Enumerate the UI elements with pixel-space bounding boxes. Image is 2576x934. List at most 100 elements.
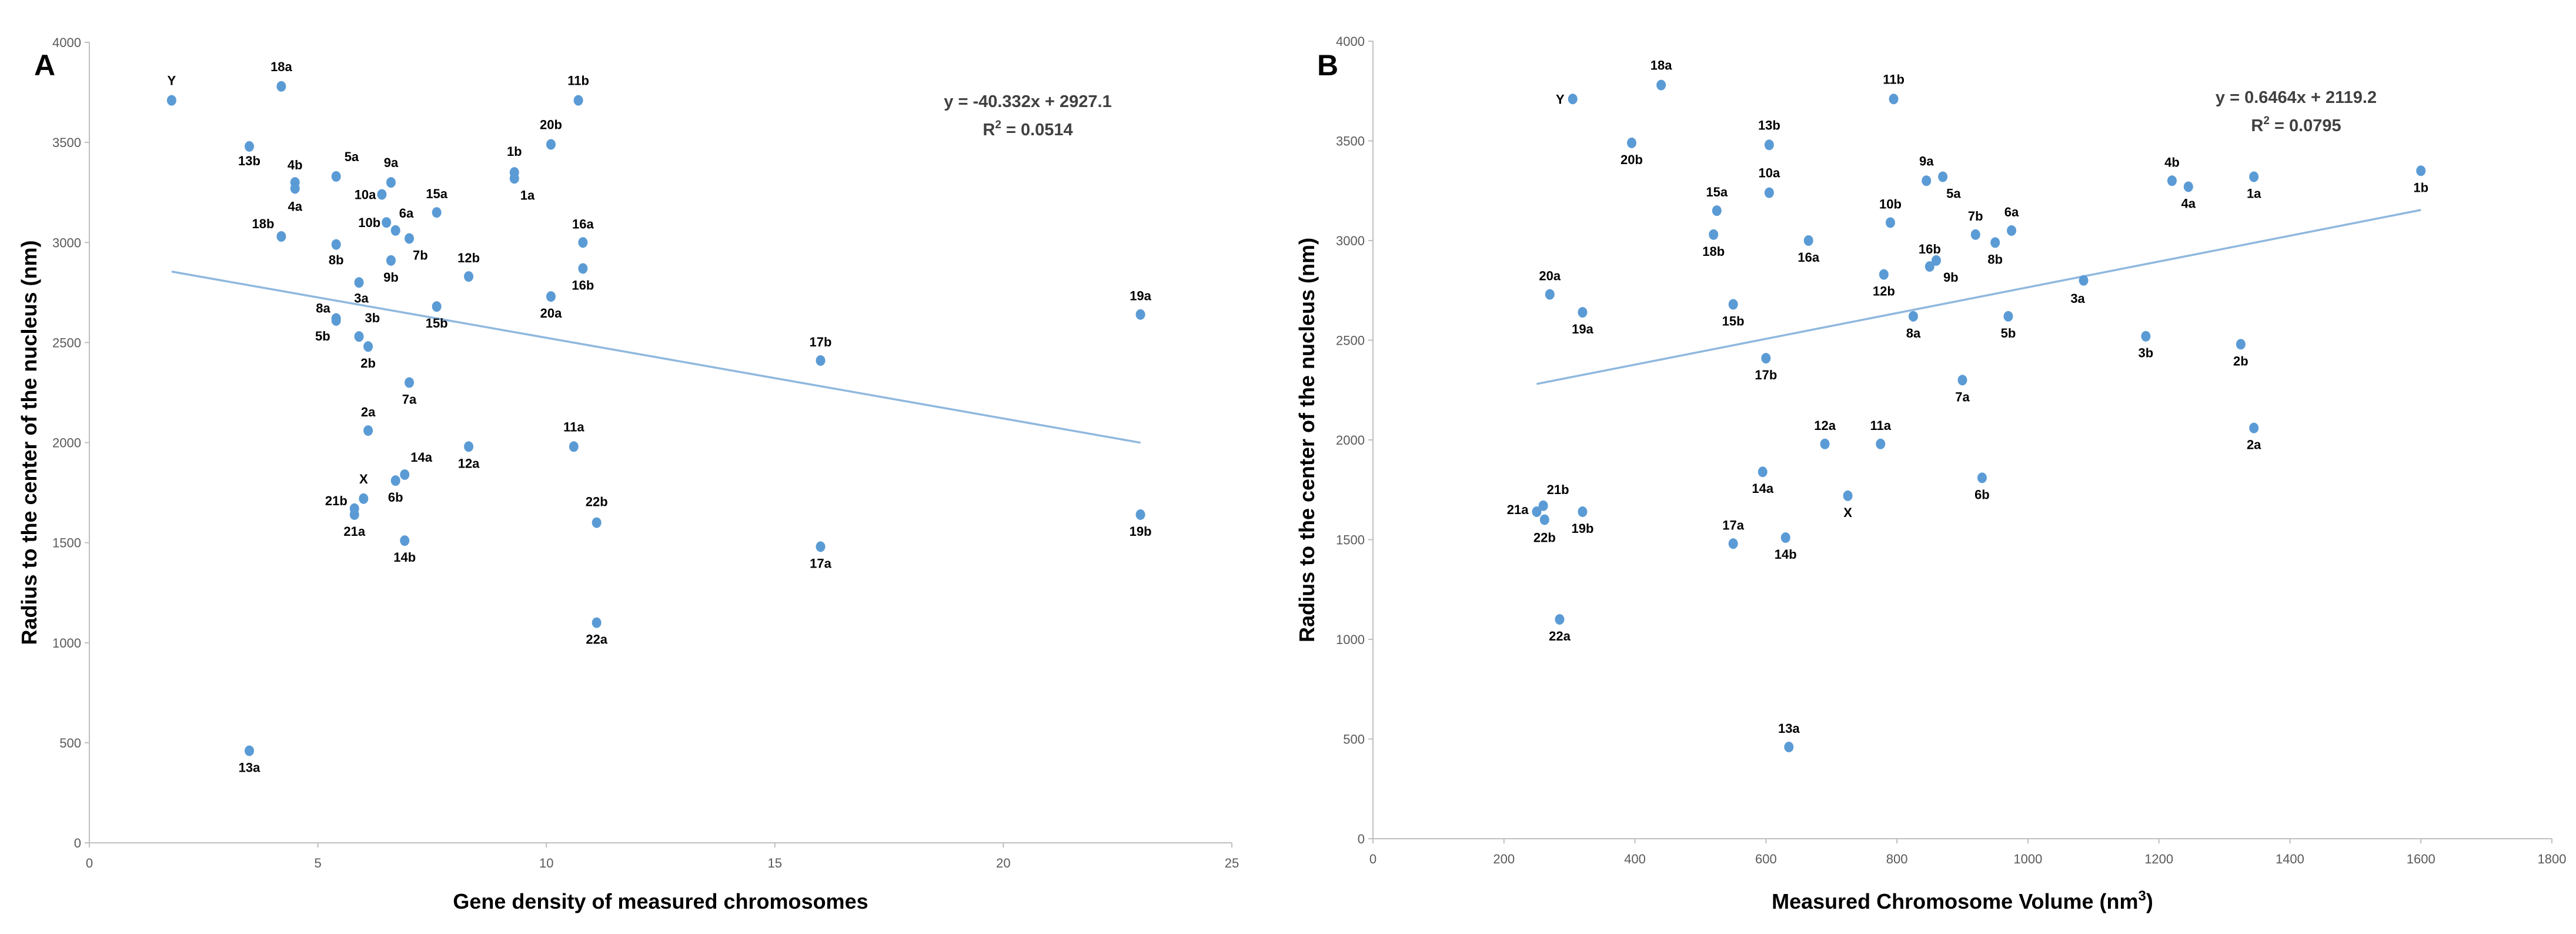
- data-point-9b: [386, 255, 396, 266]
- data-label-20a: 20a: [1539, 269, 1561, 283]
- data-label-22a: 22a: [586, 632, 607, 647]
- data-label-21a: 21a: [343, 524, 365, 539]
- data-label-17a: 17a: [1722, 518, 1744, 532]
- data-point-Y: [1568, 94, 1578, 105]
- data-point-8b: [331, 239, 341, 250]
- y-tick-label: 2000: [52, 436, 81, 451]
- data-point-15a: [432, 207, 442, 218]
- x-tick-label: 25: [1225, 856, 1239, 870]
- data-point-14a: [400, 469, 410, 480]
- data-point-12b: [464, 271, 474, 282]
- data-point-4a: [290, 183, 300, 194]
- data-label-14b: 14b: [393, 550, 416, 565]
- data-label-3b: 3b: [365, 311, 380, 325]
- data-label-10b: 10b: [1879, 196, 1902, 211]
- trendline: [171, 271, 1141, 444]
- data-point-10a: [377, 189, 387, 200]
- data-label-6a: 6a: [2004, 205, 2019, 219]
- x-tick-label: 1200: [2144, 852, 2173, 866]
- data-label-19b: 19b: [1130, 524, 1152, 539]
- data-label-1a: 1a: [2247, 186, 2261, 201]
- data-point-17a: [1728, 538, 1738, 549]
- x-tick-label: 20: [996, 856, 1010, 870]
- data-point-7b: [1970, 229, 1980, 240]
- data-label-12b: 12b: [457, 251, 480, 265]
- data-label-5a: 5a: [1946, 186, 1961, 201]
- data-label-15a: 15a: [1706, 185, 1728, 199]
- data-label-15b: 15b: [1722, 313, 1745, 328]
- trendline-equation: y = 0.6464x + 2119.2: [2216, 88, 2377, 107]
- data-point-4a: [2183, 181, 2193, 192]
- data-label-20a: 20a: [540, 306, 562, 321]
- data-point-15b: [432, 301, 442, 312]
- x-tick-label: 1000: [2013, 852, 2042, 866]
- data-label-13b: 13b: [238, 154, 260, 168]
- data-point-14b: [1780, 532, 1790, 543]
- data-label-6b: 6b: [1974, 487, 1990, 502]
- data-label-2b: 2b: [2233, 353, 2248, 368]
- data-label-7a: 7a: [402, 392, 417, 406]
- y-axis-title: Radius to the center of the nucleus (nm): [1295, 238, 1319, 642]
- data-point-20a: [546, 291, 556, 302]
- data-point-13a: [245, 745, 255, 756]
- y-tick-label: 3500: [1336, 134, 1365, 149]
- data-label-18b: 18b: [252, 216, 275, 231]
- data-point-21a: [1532, 506, 1542, 518]
- y-tick-label: 2500: [1336, 333, 1365, 348]
- data-label-Y: Y: [168, 74, 176, 88]
- data-point-21a: [349, 509, 359, 520]
- data-point-1a: [2249, 171, 2259, 182]
- data-point-6b: [390, 475, 400, 486]
- data-label-6b: 6b: [388, 490, 403, 505]
- data-label-12a: 12a: [1814, 418, 1836, 433]
- data-label-17b: 17b: [810, 335, 832, 349]
- data-point-9a: [386, 177, 396, 188]
- data-point-16b: [1925, 261, 1934, 272]
- r-squared-value: R2 = 0.0514: [983, 119, 1073, 139]
- x-tick-label: 0: [86, 856, 93, 870]
- data-point-10b: [1885, 217, 1895, 228]
- data-point-11a: [1876, 438, 1886, 449]
- data-label-16b: 16b: [572, 278, 594, 292]
- data-point-18a: [276, 81, 286, 92]
- data-label-15b: 15b: [426, 316, 448, 331]
- scatter-chart-b: 0 500 1000 1500 2000 2500 3000 3500 4000 0 200 400 6…: [1295, 34, 2567, 913]
- data-point-X: [1843, 490, 1853, 501]
- data-point-14a: [1758, 466, 1768, 478]
- data-label-22b: 22b: [586, 495, 608, 509]
- data-label-4a: 4a: [288, 199, 302, 214]
- data-label-9a: 9a: [384, 155, 399, 170]
- x-tick-label: 15: [768, 856, 782, 870]
- panel-label: B: [1317, 49, 1339, 82]
- data-label-22b: 22b: [1533, 531, 1556, 545]
- x-tick-label: 10: [539, 856, 553, 870]
- data-label-9b: 9b: [383, 270, 399, 285]
- data-label-2b: 2b: [360, 356, 376, 371]
- data-point-22a: [592, 617, 602, 628]
- data-point-15a: [1712, 205, 1722, 216]
- data-point-3a: [354, 277, 364, 288]
- data-label-5a: 5a: [345, 149, 359, 164]
- y-tick-label: 2500: [52, 335, 81, 350]
- y-axis-title: Radius to the center of the nucleus (nm): [17, 240, 41, 645]
- x-tick-label: 1800: [2538, 852, 2567, 866]
- data-label-10b: 10b: [358, 215, 380, 230]
- data-point-7a: [1957, 375, 1967, 386]
- data-label-1b: 1b: [2413, 180, 2428, 195]
- y-tick-label: 0: [74, 836, 81, 850]
- data-point-8b: [1990, 237, 2000, 248]
- data-point-10b: [382, 217, 392, 228]
- data-label-17b: 17b: [1755, 368, 1777, 382]
- data-label-3a: 3a: [354, 291, 369, 305]
- data-label-19a: 19a: [1572, 322, 1593, 336]
- data-point-19b: [1578, 506, 1588, 518]
- data-point-20a: [1545, 289, 1555, 300]
- panel-label: A: [34, 49, 56, 82]
- data-label-9a: 9a: [1919, 154, 1934, 168]
- data-point-12a: [464, 441, 474, 452]
- data-label-21a: 21a: [1507, 502, 1529, 517]
- y-tick-label: 2000: [1336, 433, 1365, 448]
- data-point-18b: [1709, 229, 1719, 240]
- x-axis-title: Measured Chromosome Volume (nm3): [1772, 888, 2153, 913]
- x-axis-title: Gene density of measured chromosomes: [453, 889, 868, 913]
